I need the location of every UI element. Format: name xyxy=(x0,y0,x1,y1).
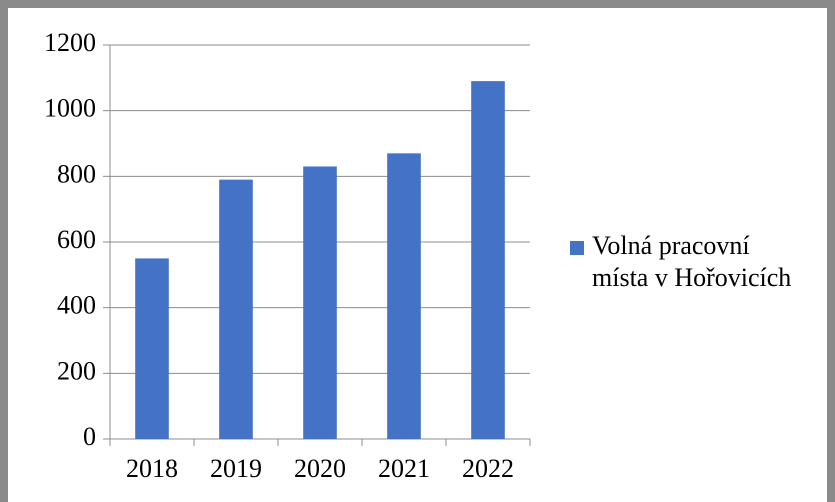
bar xyxy=(135,258,169,439)
x-tick-label: 2018 xyxy=(126,454,178,483)
y-tick-label: 0 xyxy=(83,422,96,451)
x-tick-label: 2022 xyxy=(462,454,514,483)
y-tick-label: 1000 xyxy=(44,94,96,123)
y-tick-label: 400 xyxy=(57,291,96,320)
legend-swatch xyxy=(570,241,584,255)
legend-label: Volná pracovní místa v Hořovicích xyxy=(592,231,792,292)
legend: Volná pracovní místa v Hořovicích xyxy=(570,230,803,294)
chart: 0 200 400 600 800 1000 1200 2018 2019 2020 2021 202… xyxy=(44,28,531,483)
y-tick-label: 600 xyxy=(57,225,96,254)
bar xyxy=(219,179,253,439)
bar xyxy=(303,166,337,439)
bar xyxy=(471,81,505,439)
x-tick-label: 2020 xyxy=(294,454,346,483)
x-tick-label: 2019 xyxy=(210,454,262,483)
y-tick-label: 800 xyxy=(57,159,96,188)
y-tick-label: 1200 xyxy=(44,28,96,57)
y-tick-label: 200 xyxy=(57,356,96,385)
x-tick-label: 2021 xyxy=(378,454,430,483)
bar xyxy=(387,153,421,439)
